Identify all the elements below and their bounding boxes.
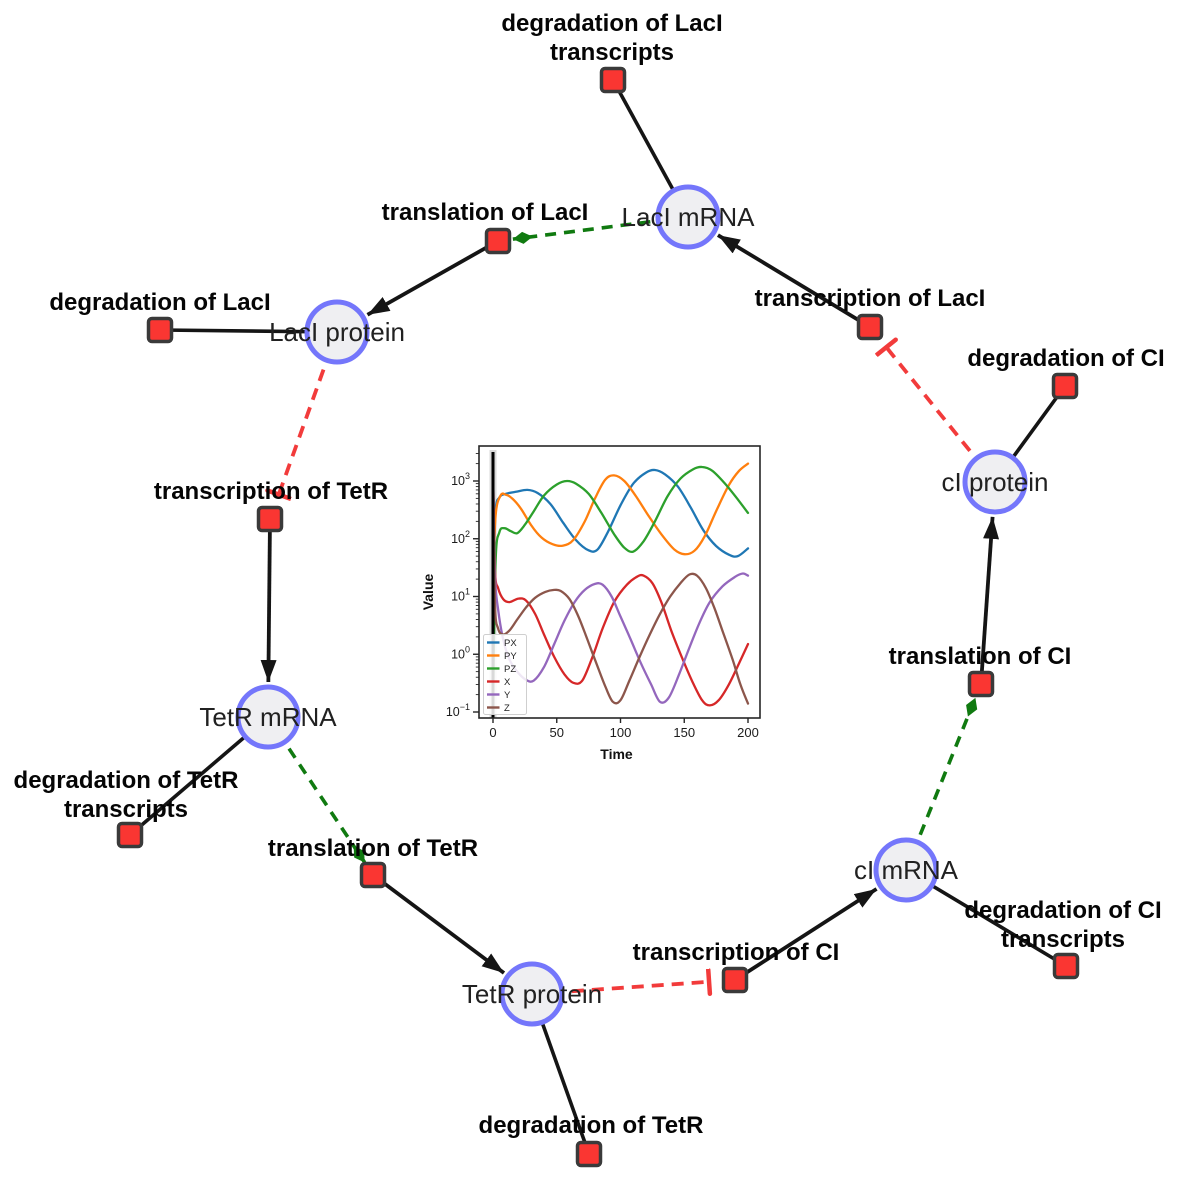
reaction-node-transcription-laci[interactable] — [856, 313, 884, 341]
reaction-node-deg-tetr-transcripts[interactable] — [116, 821, 144, 849]
reaction-label-translation-tetr: translation of TetR — [268, 835, 478, 862]
chart-y-tick-label: 103 — [451, 471, 470, 488]
legend-label-X: X — [504, 677, 511, 688]
reaction-node-translation-ci[interactable] — [967, 670, 995, 698]
species-label-ci-mrna: cI mRNA — [854, 855, 959, 885]
chart-ylabel: Value — [420, 574, 436, 611]
species-label-tetr-protein: TetR protein — [462, 979, 602, 1009]
reaction-label-deg-laci: degradation of LacI — [49, 289, 270, 316]
legend-label-Z: Z — [504, 703, 510, 714]
edge-production-transcription-tetr-to-tetr-mrna — [260, 518, 277, 683]
legend-label-PY: PY — [504, 651, 517, 662]
chart-series-X — [491, 465, 750, 707]
species-node-tetr-mrna[interactable] — [235, 684, 301, 750]
species-node-laci-mrna[interactable] — [655, 184, 721, 250]
species-nodes-layer — [235, 184, 1028, 1027]
chart-series-Z — [491, 465, 750, 705]
chart-y-tick-label: 10−1 — [446, 702, 470, 719]
reaction-label-deg-tetr: degradation of TetR — [479, 1112, 704, 1139]
reaction-node-transcription-ci[interactable] — [721, 966, 749, 994]
reaction-label-translation-ci: translation of CI — [889, 643, 1072, 670]
edge-production-transcription-ci-to-ci-mrna — [733, 887, 878, 982]
reaction-nodes-layer — [116, 66, 1080, 1168]
chart-x-tick-label: 150 — [673, 725, 695, 740]
chart-x-tick-label: 0 — [489, 725, 496, 740]
edge-production-translation-ci-to-ci-protein — [979, 516, 1000, 685]
reaction-node-deg-laci[interactable] — [146, 316, 174, 344]
reaction-node-deg-laci-transcripts[interactable] — [599, 66, 627, 94]
reaction-node-transcription-tetr[interactable] — [256, 505, 284, 533]
chart-series-PY — [491, 462, 750, 588]
species-node-ci-mrna[interactable] — [873, 837, 939, 903]
chart-y-tick-label: 102 — [451, 529, 470, 546]
reaction-label-transcription-tetr: transcription of TetR — [154, 478, 388, 505]
labels-layer: degradation of LacI transcripts translatio… — [14, 10, 1165, 1139]
species-node-ci-protein[interactable] — [962, 449, 1028, 515]
species-label-laci-protein: LacI protein — [269, 317, 405, 347]
chart-x-tick-label: 200 — [737, 725, 759, 740]
edge-catalysis-ci-mrna-to-translation-ci — [904, 697, 978, 871]
reaction-node-deg-ci[interactable] — [1051, 372, 1079, 400]
legend-label-PX: PX — [504, 638, 517, 649]
reaction-label-translation-laci: translation of LacI — [382, 199, 589, 226]
reaction-node-deg-tetr[interactable] — [575, 1140, 603, 1168]
species-label-tetr-mrna: TetR mRNA — [199, 702, 337, 732]
reaction-label-deg-ci-transcripts: degradation of CI transcripts — [964, 897, 1161, 953]
reaction-node-translation-tetr[interactable] — [359, 861, 387, 889]
species-node-laci-protein[interactable] — [304, 299, 370, 365]
reaction-label-deg-ci: degradation of CI — [967, 345, 1164, 372]
chart-series-PZ — [491, 465, 750, 709]
species-label-laci-mrna: LacI mRNA — [622, 202, 756, 232]
chart-legend: PX PY PZ XYZ — [483, 634, 527, 715]
chart-x-tick-label: 50 — [550, 725, 564, 740]
chart-series-PX — [491, 468, 750, 581]
legend-label-PZ: PZ — [504, 664, 516, 675]
reaction-label-deg-tetr-transcripts: degradation of TetR transcripts — [14, 767, 239, 823]
chart-xlabel: Time — [600, 746, 633, 762]
inset-timeseries-chart: 0 50 100 150 20010310210110010−1TimeValuePXP… — [420, 445, 761, 762]
legend-label-Y: Y — [504, 690, 511, 701]
reaction-label-transcription-ci: transcription of CI — [633, 939, 840, 966]
reaction-label-transcription-laci: transcription of LacI — [755, 285, 986, 312]
edge-production-translation-laci-to-laci-protein — [366, 239, 499, 317]
species-label-ci-protein: cI protein — [942, 467, 1049, 497]
reaction-node-deg-ci-transcripts[interactable] — [1052, 952, 1080, 980]
chart-frame — [478, 445, 761, 719]
species-node-tetr-protein[interactable] — [499, 961, 565, 1027]
reaction-node-translation-laci[interactable] — [484, 227, 512, 255]
chart-y-tick-label: 101 — [451, 587, 470, 604]
reaction-label-deg-laci-transcripts: degradation of LacI transcripts — [501, 10, 722, 66]
edge-production-translation-tetr-to-tetr-protein — [371, 873, 506, 975]
chart-series-layer — [491, 462, 750, 709]
chart-y-tick-label: 100 — [451, 644, 470, 661]
edge-production-transcription-laci-to-laci-mrna — [716, 233, 871, 329]
chart-x-tick-label: 100 — [610, 725, 632, 740]
